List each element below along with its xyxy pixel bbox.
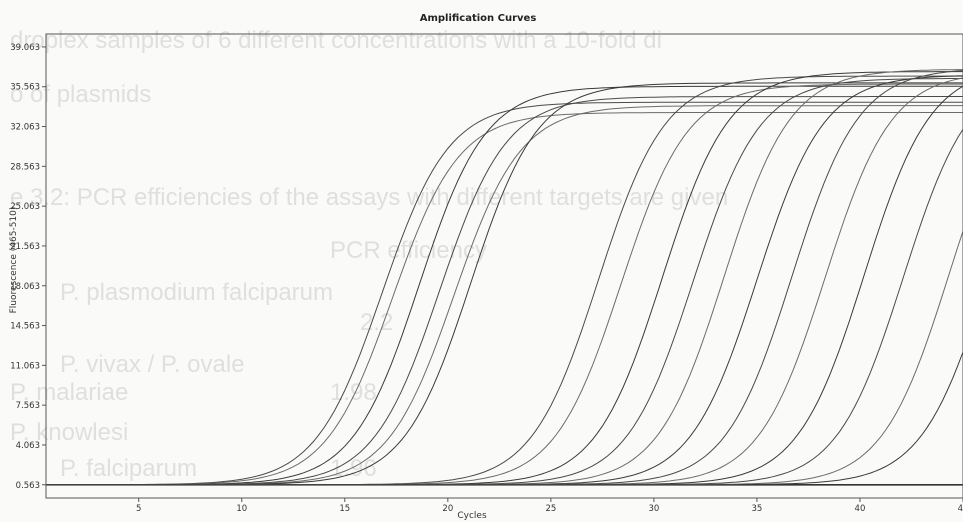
y-tick-label: 35.563 xyxy=(10,83,40,93)
amplification-curve xyxy=(46,351,963,486)
x-tick-label: 5 xyxy=(136,504,141,514)
y-tick-label: 32.063 xyxy=(10,123,40,133)
ghost-line-1: droplex samples of 6 different concentra… xyxy=(10,27,662,54)
y-tick-label: 7.563 xyxy=(16,401,40,411)
x-tick-label: 40 xyxy=(855,504,866,514)
ghost-row-1-value: 2.2 xyxy=(360,309,393,336)
plot-frame xyxy=(45,33,963,499)
y-tick-label: 0.563 xyxy=(16,481,40,491)
y-tick-label: 4.063 xyxy=(16,441,40,451)
y-tick-label: 25.063 xyxy=(10,202,40,212)
ghost-table-header: PCR efficiency xyxy=(330,237,487,264)
x-tick-label: 45 xyxy=(958,504,963,514)
x-tick-label: 25 xyxy=(545,504,556,514)
x-axis-label: Cycles xyxy=(457,511,487,521)
y-tick-label: 21.563 xyxy=(10,242,40,252)
amplification-curves xyxy=(46,69,963,486)
ghost-row-3-value: 1.98 xyxy=(330,379,377,406)
ghost-row-2-name: P. vivax / P. ovale xyxy=(60,351,245,378)
x-tick-label: 20 xyxy=(442,504,453,514)
x-tick-label: 35 xyxy=(752,504,763,514)
x-tick-label: 15 xyxy=(339,504,350,514)
y-tick-label: 28.563 xyxy=(10,162,40,172)
x-tick-label: 30 xyxy=(648,504,659,514)
y-axis-ticks: 39.063 35.563 32.063 28.563 25.063 21.563 18.0… xyxy=(10,43,46,491)
ghost-row-4-name: P. knowlesi xyxy=(10,419,128,446)
ghost-row-3-name: P. malariae xyxy=(10,379,128,406)
y-tick-label: 14.563 xyxy=(10,322,40,332)
ghost-row-5-name: P. falciparum xyxy=(60,455,197,482)
x-tick-label: 10 xyxy=(236,504,247,514)
chart-title: Amplification Curves xyxy=(420,13,537,24)
x-axis-ticks: 5 10 15 20 25 30 35 40 45 xyxy=(136,498,963,514)
ghost-row-1-name: P. plasmodium falciparum xyxy=(60,279,333,306)
amplification-curve xyxy=(46,112,963,486)
background-page-text: droplex samples of 6 different concentra… xyxy=(10,27,728,482)
y-tick-label: 11.063 xyxy=(10,361,40,371)
y-tick-label: 39.063 xyxy=(10,43,40,53)
y-axis-label: Fluorescence (465-510) xyxy=(9,207,19,314)
ghost-line-3: e 3.2: PCR efficiencies of the assays wi… xyxy=(10,184,728,211)
y-tick-label: 18.063 xyxy=(10,282,40,292)
ghost-line-2: o of plasmids xyxy=(10,81,151,108)
